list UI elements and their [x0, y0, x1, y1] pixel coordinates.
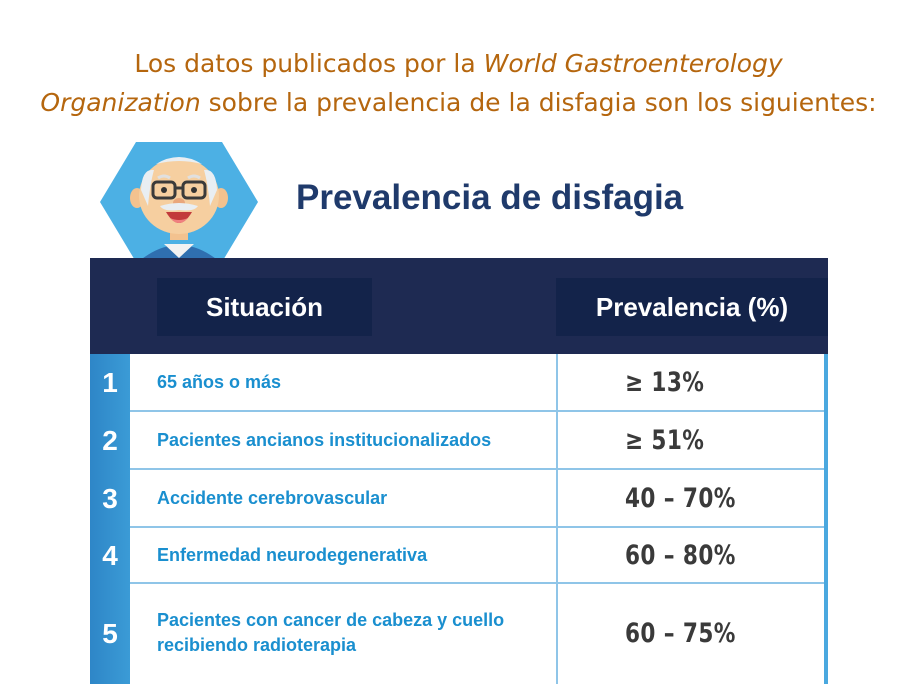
intro-text: Los datos publicados por la World Gastro… [0, 44, 917, 122]
table-row: Pacientes con cancer de cabeza y cuello … [130, 584, 824, 682]
situacion-cell: Pacientes ancianos institucionalizados [157, 429, 492, 450]
row-number: 3 [102, 483, 118, 514]
prevalencia-cell: 60 – 80% [625, 539, 736, 571]
intro-org-italic-2: Organization [40, 88, 201, 117]
prevalencia-cell: 60 – 75% [625, 617, 736, 649]
intro-part-1: Los datos publicados por la [134, 49, 484, 78]
intro-org-italic: World Gastroenterology [483, 49, 783, 78]
situacion-cell: Pacientes con cancer de cabeza y cuello … [157, 610, 505, 655]
row-number: 1 [102, 367, 118, 398]
prevalencia-cell: 40 – 70% [625, 482, 736, 514]
intro-part-2: sobre la prevalencia de la disfagia son … [200, 88, 877, 117]
table-row: Pacientes ancianos institucionalizados ≥… [130, 412, 824, 470]
row-number: 4 [102, 540, 118, 571]
intro-line-1: Los datos publicados por la World Gastro… [0, 44, 917, 83]
prevalencia-cell: ≥ 51% [625, 424, 705, 456]
page-title: Prevalencia de disfagia [296, 178, 684, 217]
table-row: Accidente cerebrovascular 40 – 70% [130, 470, 824, 528]
elderly-man-avatar-icon [98, 140, 260, 270]
prevalencia-cell: ≥ 13% [625, 366, 705, 398]
situacion-cell: Enfermedad neurodegenerativa [157, 544, 428, 565]
table-row: Enfermedad neurodegenerativa 60 – 80% [130, 528, 824, 584]
header-prevalencia: Prevalencia (%) [556, 278, 828, 336]
intro-line-2: Organization sobre la prevalencia de la … [0, 83, 917, 122]
row-number-column: 1 2 3 4 5 [90, 354, 130, 684]
row-number: 5 [102, 618, 118, 649]
situacion-cell: Accidente cerebrovascular [157, 487, 388, 508]
table-header: Situación Prevalencia (%) [90, 258, 828, 354]
header-situacion: Situación [157, 278, 372, 336]
row-number: 2 [102, 425, 118, 456]
table-row: 65 años o más ≥ 13% [130, 354, 824, 412]
prevalence-table: Situación Prevalencia (%) 1 2 3 4 5 65 a… [90, 258, 828, 684]
column-divider [556, 354, 558, 684]
table-body: 65 años o más ≥ 13% Pacientes ancianos i… [130, 354, 828, 684]
situacion-cell: 65 años o más [157, 371, 282, 392]
